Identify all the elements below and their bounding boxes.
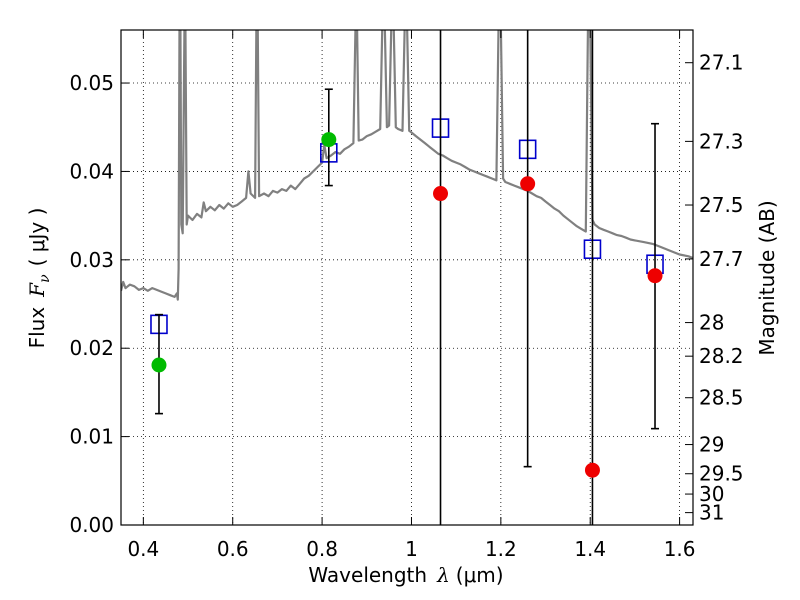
- y-right-tick-label: 29: [699, 433, 724, 457]
- x-tick-label: 1: [405, 537, 418, 561]
- x-tick-label: 1.2: [485, 537, 517, 561]
- observed-flux-point: [433, 186, 449, 202]
- y-tick-label: 0.05: [69, 71, 114, 95]
- x-tick-label: 0.6: [217, 537, 249, 561]
- y-tick-label: 0.01: [69, 425, 114, 449]
- y-right-tick-label: 29.5: [699, 462, 744, 486]
- observed-flux-point: [321, 132, 337, 148]
- observed-flux-point: [647, 268, 663, 284]
- plot-area: [121, 30, 693, 525]
- axis-ticks: 0.4 0.6 0.8 1 1.2 1.4 1.6 0.00 0.01 0.02 0.03 0.04 0…: [69, 30, 744, 561]
- x-tick-label: 0.4: [127, 537, 159, 561]
- y-right-tick-label: 27.5: [699, 193, 744, 217]
- y-tick-label: 0.02: [69, 336, 114, 360]
- y-tick-label: 0.03: [69, 248, 114, 272]
- y-right-tick-label: 27.3: [699, 129, 744, 153]
- y-right-tick-label: 27.1: [699, 51, 744, 75]
- y-right-tick-label: 31: [699, 501, 724, 525]
- y-right-tick-label: 30: [699, 482, 724, 506]
- observed-flux-point: [584, 462, 600, 478]
- x-tick-label: 1.4: [574, 537, 606, 561]
- y-right-tick-label: 28.5: [699, 386, 744, 410]
- y-tick-label: 0.04: [69, 159, 114, 183]
- plot-frame: [120, 29, 694, 526]
- y-right-tick-label: 27.7: [699, 247, 744, 271]
- y-axis-right-label: Magnitude (AB): [755, 200, 779, 355]
- model-spectrum-line: [121, 30, 693, 301]
- x-axis-label: Wavelength λ (μm): [308, 563, 503, 587]
- y-axis-label: FluxFν( μJy ): [25, 208, 53, 349]
- y-right-tick-label: 28: [699, 311, 724, 335]
- y-right-tick-label: 28.2: [699, 344, 744, 368]
- x-tick-label: 1.6: [664, 537, 696, 561]
- x-tick-label: 0.8: [306, 537, 338, 561]
- y-tick-label: 0.00: [69, 513, 114, 537]
- observed-flux-point: [520, 176, 536, 192]
- observed-flux-point: [151, 357, 167, 373]
